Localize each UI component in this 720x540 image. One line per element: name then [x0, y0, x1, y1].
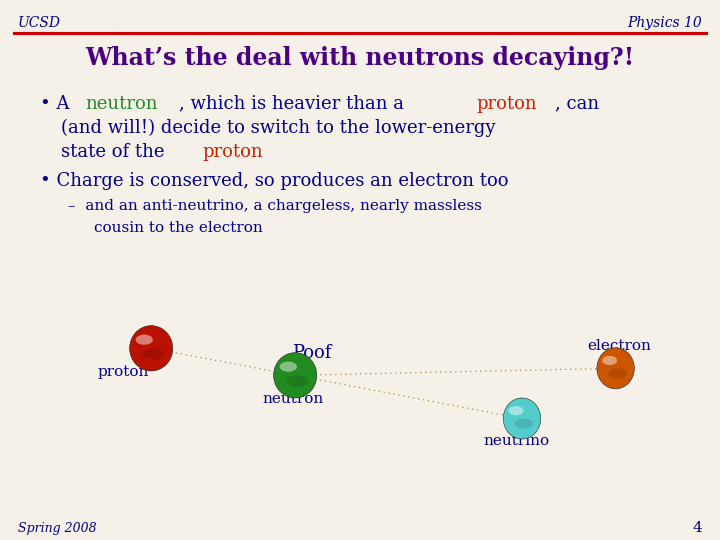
Text: proton: proton: [477, 94, 537, 113]
Ellipse shape: [597, 348, 634, 389]
Text: , which is heavier than a: , which is heavier than a: [179, 94, 410, 113]
Ellipse shape: [608, 368, 627, 379]
Text: neutron: neutron: [85, 94, 158, 113]
Ellipse shape: [515, 418, 534, 429]
Text: cousin to the electron: cousin to the electron: [94, 221, 262, 235]
Text: Poof: Poof: [292, 343, 332, 362]
Text: –  and an anti-neutrino, a chargeless, nearly massless: – and an anti-neutrino, a chargeless, ne…: [68, 199, 482, 213]
Text: (and will!) decide to switch to the lower-energy: (and will!) decide to switch to the lowe…: [61, 119, 495, 137]
Text: neutrino: neutrino: [484, 434, 550, 448]
Ellipse shape: [143, 348, 164, 360]
Text: , can: , can: [554, 94, 599, 113]
Ellipse shape: [130, 326, 173, 371]
Text: state of the: state of the: [61, 143, 171, 161]
Ellipse shape: [287, 375, 308, 387]
Ellipse shape: [503, 398, 541, 439]
Text: neutron: neutron: [263, 392, 324, 406]
Text: Physics 10: Physics 10: [627, 16, 702, 30]
Text: UCSD: UCSD: [18, 16, 61, 30]
Text: • Charge is conserved, so produces an electron too: • Charge is conserved, so produces an el…: [40, 172, 508, 190]
Text: Spring 2008: Spring 2008: [18, 522, 96, 535]
Ellipse shape: [135, 335, 153, 345]
Text: What’s the deal with neutrons decaying?!: What’s the deal with neutrons decaying?!: [86, 46, 634, 70]
Text: 4: 4: [692, 521, 702, 535]
Ellipse shape: [274, 353, 317, 398]
Ellipse shape: [508, 406, 523, 415]
Text: • A: • A: [40, 94, 75, 113]
Ellipse shape: [279, 362, 297, 372]
Text: proton: proton: [202, 143, 263, 161]
Text: electron: electron: [587, 339, 651, 353]
Ellipse shape: [602, 356, 617, 365]
Text: proton: proton: [97, 364, 148, 379]
